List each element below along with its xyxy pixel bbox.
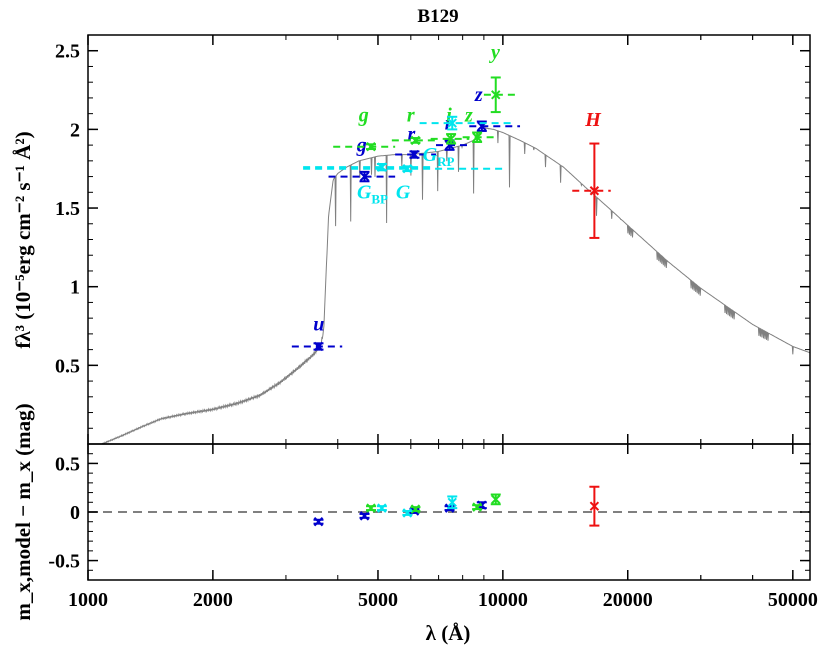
photometry-label-SDSS-r: r [408, 123, 416, 145]
photometry-point-2MASS-H [589, 186, 600, 196]
residual-point-SDSS [313, 517, 324, 527]
photometry-label-PanSTARRS-z: z [464, 105, 473, 127]
residual-point-PanSTARRS [366, 503, 376, 513]
residual-point-PanSTARRS [410, 504, 421, 514]
sed-ytick-label: 1 [70, 277, 80, 299]
chart-title: B129 [417, 6, 458, 27]
photometry-point-PanSTARRS-r [410, 135, 421, 146]
residual-point-2MASS [589, 501, 600, 511]
photometry-point-PanSTARRS-g [366, 141, 376, 152]
photometry-label-Gaia-GBP: GBP [357, 182, 388, 207]
photometry-point-PanSTARRS-i [446, 134, 456, 144]
residual-point-Gaia [402, 508, 413, 518]
photometry-label-PanSTARRS-g: g [358, 105, 369, 127]
sed-ytick-label: 1.5 [55, 198, 80, 220]
residual-point-SDSS [359, 511, 370, 521]
residual-xtick-label: 5000 [358, 589, 398, 611]
residual-panel: -0.5 0 0.5 1000 2000 5000 10000 20000 50000 [48, 443, 818, 611]
sed-ytick-label: 2.5 [55, 41, 80, 63]
photometry-label-PanSTARRS-i: i [446, 105, 452, 127]
photometry-label-PanSTARRS-y: y [489, 42, 500, 64]
photometry-point-PanSTARRS-y [491, 90, 501, 100]
model-spectrum-line [101, 127, 811, 445]
photometry-point-SDSS-r [409, 149, 420, 160]
photometry-point-Gaia-GRP [447, 118, 457, 128]
sed-panel-frame [87, 34, 811, 445]
residual-point-Gaia [377, 503, 387, 513]
photometry-label-SDSS-u: u [313, 314, 324, 336]
residual-y-axis-label: m_x,model − m_x (mag) [11, 403, 35, 620]
photometry-label-SDSS-g: g [356, 134, 367, 156]
residual-xtick-label: 50000 [768, 589, 818, 611]
photometry-label-PanSTARRS-r: r [407, 105, 415, 127]
photometry-label-SDSS-z: z [474, 84, 483, 106]
residual-ytick-label: 0 [70, 502, 80, 524]
residual-xtick-label: 1000 [68, 589, 108, 611]
photometry-point-PanSTARRS-z [472, 132, 482, 142]
residual-point-PanSTARRS [472, 502, 482, 512]
sed-ytick-label: 2 [70, 119, 80, 141]
residual-ytick-label: -0.5 [48, 551, 80, 573]
photometry-point-Gaia-G [402, 164, 413, 174]
photometry-label-2MASS-H: H [584, 109, 602, 131]
photometry-label-Gaia-GRP: GRP [423, 144, 455, 169]
residual-xtick-label: 10000 [478, 589, 528, 611]
sed-ytick-label: 0.5 [55, 355, 80, 377]
photometry-point-Gaia-GBP [377, 162, 387, 172]
residual-xtick-label: 20000 [603, 589, 653, 611]
x-axis-label: λ (Å) [426, 621, 471, 645]
residual-ytick-label: 0.5 [55, 453, 80, 475]
photometry-point-SDSS-g [359, 171, 370, 182]
residual-point-PanSTARRS [491, 494, 501, 505]
residual-point-Gaia [447, 497, 457, 507]
residual-xtick-label: 2000 [193, 589, 233, 611]
sed-panel: ugrizgrizyGBPGGRPH0.511.522.5 [55, 34, 811, 445]
photometry-label-Gaia-G: G [396, 182, 411, 204]
photometry-point-SDSS-u [313, 341, 324, 352]
sed-y-axis-label: fλ³ (10⁻⁵erg cm⁻² s⁻¹ Å²) [11, 131, 35, 348]
